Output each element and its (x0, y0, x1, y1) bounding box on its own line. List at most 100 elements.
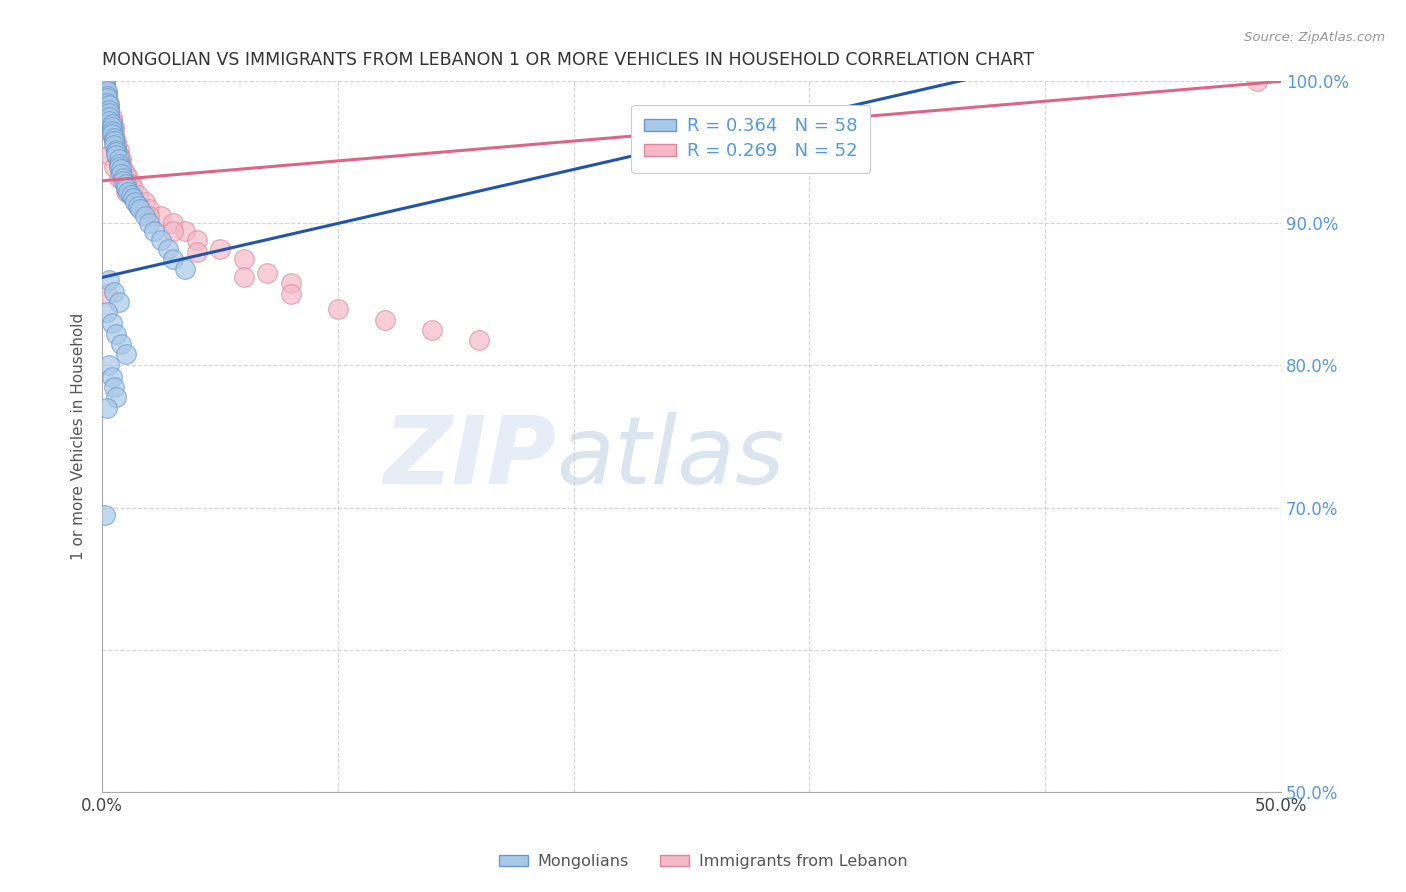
Point (96, 95, 118, 110)
Point (96, 401, 118, 416)
Text: MONGOLIAN VS IMMIGRANTS FROM LEBANON 1 OR MORE VEHICLES IN HOUSEHOLD CORRELATION: MONGOLIAN VS IMMIGRANTS FROM LEBANON 1 O… (103, 51, 1035, 69)
Point (110, 337, 132, 351)
Point (127, 199, 149, 213)
Point (121, 181, 143, 195)
Point (150, 234, 173, 248)
Point (117, 185, 139, 199)
Point (143, 223, 166, 237)
Point (100, 128, 122, 143)
Point (100, 114, 122, 128)
Point (209, 242, 232, 256)
Point (103, 128, 125, 143)
Point (100, 124, 122, 138)
Point (98, 103, 121, 117)
Point (105, 134, 128, 148)
Point (93, 74, 115, 88)
Point (103, 160, 125, 174)
Point (110, 167, 132, 181)
Point (280, 287, 302, 301)
Point (374, 313, 396, 327)
Point (96, 304, 118, 318)
Point (1246, 74, 1268, 88)
Point (93, 508, 115, 522)
Point (100, 369, 122, 384)
Point (114, 177, 136, 191)
Point (150, 210, 173, 224)
Point (114, 185, 136, 199)
Point (93, 77, 115, 91)
Point (120, 188, 142, 202)
Point (103, 124, 125, 138)
Point (280, 276, 302, 290)
Point (173, 223, 195, 237)
Point (98, 114, 121, 128)
Point (162, 216, 184, 230)
Point (100, 120, 122, 134)
Point (107, 148, 129, 162)
Point (93, 81, 115, 95)
Point (103, 134, 125, 148)
Point (98, 110, 121, 124)
Point (93, 81, 115, 95)
Point (138, 202, 160, 217)
Y-axis label: 1 or more Vehicles in Household: 1 or more Vehicles in Household (72, 313, 86, 560)
Point (121, 191, 143, 205)
Point (98, 105, 121, 120)
Point (105, 138, 128, 153)
Legend: Mongolians, Immigrants from Lebanon: Mongolians, Immigrants from Lebanon (492, 847, 914, 875)
Point (96, 91, 118, 105)
Point (107, 294, 129, 309)
Point (107, 143, 129, 157)
Point (105, 143, 128, 157)
Point (114, 167, 136, 181)
Point (157, 242, 180, 256)
Point (326, 301, 349, 316)
Point (103, 380, 125, 394)
Point (138, 210, 160, 224)
Point (96, 84, 118, 98)
Point (98, 359, 121, 373)
Point (107, 171, 129, 186)
Point (110, 162, 132, 177)
Point (232, 270, 254, 285)
Point (110, 153, 132, 167)
Point (232, 252, 254, 266)
Point (105, 390, 128, 404)
Point (420, 323, 443, 337)
Legend: R = 0.364   N = 58, R = 0.269   N = 52: R = 0.364 N = 58, R = 0.269 N = 52 (631, 104, 870, 173)
Point (98, 148, 121, 162)
Point (96, 287, 118, 301)
Point (100, 117, 122, 131)
Point (107, 153, 129, 167)
Text: ZIP: ZIP (384, 412, 555, 504)
Point (127, 199, 149, 213)
Point (112, 171, 135, 186)
Point (468, 333, 491, 347)
Point (100, 127, 122, 141)
Point (98, 100, 121, 114)
Point (107, 157, 129, 171)
Point (93, 77, 115, 91)
Point (96, 91, 118, 105)
Point (103, 285, 125, 299)
Point (138, 216, 160, 230)
Point (120, 177, 142, 191)
Point (105, 138, 128, 153)
Point (105, 327, 128, 342)
Point (98, 95, 121, 110)
Point (107, 160, 129, 174)
Point (173, 261, 195, 276)
Point (96, 86, 118, 100)
Point (105, 148, 128, 162)
Point (134, 210, 156, 224)
Point (112, 174, 135, 188)
Point (162, 252, 184, 266)
Point (114, 181, 136, 195)
Point (129, 202, 152, 217)
Point (105, 145, 128, 160)
Point (98, 98, 121, 112)
Point (103, 138, 125, 153)
Point (127, 188, 149, 202)
Point (110, 157, 132, 171)
Text: atlas: atlas (555, 412, 785, 503)
